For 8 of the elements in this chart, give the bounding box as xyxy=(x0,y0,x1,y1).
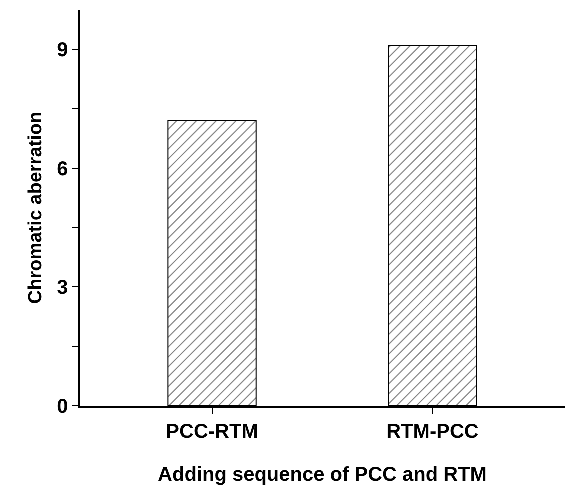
y-tick-label: 0 xyxy=(57,396,68,418)
x-tick-label: RTM-PCC xyxy=(386,420,479,443)
y-tick-label: 6 xyxy=(57,158,68,180)
x-axis-title: Adding sequence of PCC and RTM xyxy=(158,464,487,486)
y-tick-label: 3 xyxy=(57,277,68,300)
x-tick-label: PCC-RTM xyxy=(166,420,258,443)
y-axis-title: Chromatic aberration xyxy=(25,112,46,304)
y-tick-label: 9 xyxy=(57,40,68,62)
